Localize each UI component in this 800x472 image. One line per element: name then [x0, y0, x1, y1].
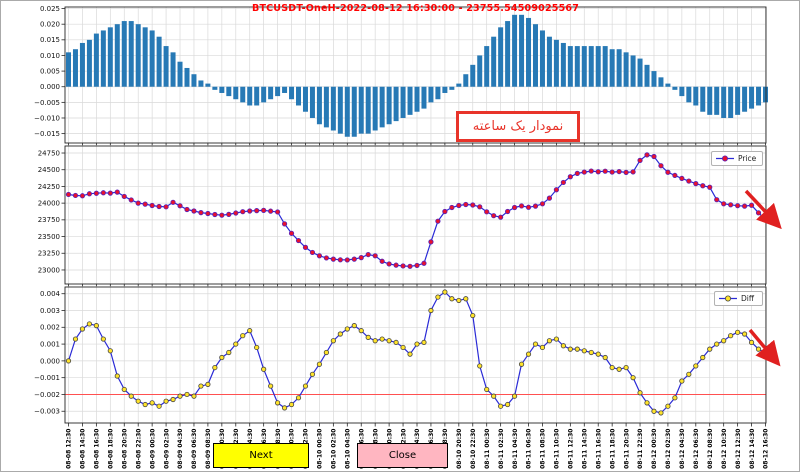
svg-text:08-11 02:30: 08-11 02:30 [498, 428, 505, 468]
svg-text:08-12 06:30: 08-12 06:30 [693, 429, 700, 469]
svg-text:08-08 18:30: 08-08 18:30 [108, 429, 115, 469]
svg-text:0.015: 0.015 [40, 36, 60, 44]
price-legend-marker-icon [716, 155, 734, 162]
svg-text:08-11 00:30: 08-11 00:30 [484, 429, 491, 469]
svg-text:08-08 22:30: 08-08 22:30 [135, 429, 142, 469]
svg-text:08-11 10:30: 08-11 10:30 [554, 429, 561, 469]
svg-text:−0.001: −0.001 [34, 374, 60, 382]
diff-legend-label: Diff [741, 294, 755, 303]
svg-text:08-11 22:30: 08-11 22:30 [637, 429, 644, 469]
svg-text:−0.005: −0.005 [34, 99, 60, 107]
trend-arrows [744, 189, 782, 367]
svg-text:08-08 12:30: 08-08 12:30 [66, 429, 73, 469]
svg-text:08-12 08:30: 08-12 08:30 [707, 429, 714, 469]
svg-text:08-10 02:30: 08-10 02:30 [331, 429, 338, 469]
svg-text:08-12 12:30: 08-12 12:30 [735, 429, 742, 469]
svg-text:0.010: 0.010 [40, 52, 60, 60]
annotation-box: نمودار یک ساعته [456, 111, 580, 142]
svg-text:08-11 16:30: 08-11 16:30 [595, 429, 602, 469]
price-legend-label: Price [738, 154, 757, 163]
svg-text:08-11 20:30: 08-11 20:30 [623, 429, 630, 469]
svg-text:0.020: 0.020 [40, 21, 60, 29]
macd-histogram-chart: 0.025 0.020 0.015 0.010 0.005 0.000 −0.005 −0.0… [34, 5, 768, 146]
close-button[interactable]: Close [357, 443, 448, 468]
svg-text:24500: 24500 [38, 166, 60, 174]
svg-text:08-11 18:30: 08-11 18:30 [609, 429, 616, 469]
price-legend: Price [711, 151, 763, 166]
svg-text:08-12 02:30: 08-12 02:30 [665, 429, 672, 469]
svg-text:08-09 06:30: 08-09 06:30 [191, 429, 198, 469]
svg-text:08-11 12:30: 08-11 12:30 [568, 429, 575, 469]
svg-text:08-12 00:30: 08-12 00:30 [651, 429, 658, 469]
diff-legend: Diff [714, 291, 763, 306]
svg-text:23000: 23000 [38, 266, 60, 274]
svg-text:−0.002: −0.002 [34, 391, 60, 399]
svg-text:0.001: 0.001 [40, 340, 60, 348]
svg-text:08-12 16:30: 08-12 16:30 [763, 429, 770, 469]
diff-chart: 0.004 0.003 0.002 0.001 0.000 −0.001 −0.002 −0.… [34, 286, 770, 469]
svg-text:0.005: 0.005 [40, 67, 60, 75]
svg-text:0.002: 0.002 [40, 324, 60, 332]
svg-text:23500: 23500 [38, 233, 60, 241]
svg-text:08-08 20:30: 08-08 20:30 [121, 429, 128, 469]
svg-text:0.000: 0.000 [40, 83, 60, 91]
next-button[interactable]: Next [213, 443, 309, 468]
diff-down-arrow-icon [748, 328, 781, 367]
svg-text:08-12 10:30: 08-12 10:30 [721, 429, 728, 469]
svg-text:24000: 24000 [38, 200, 60, 208]
svg-text:08-10 04:30: 08-10 04:30 [345, 429, 352, 469]
svg-text:08-09 02:30: 08-09 02:30 [163, 429, 170, 469]
svg-text:24750: 24750 [38, 149, 60, 157]
price-chart: 24750 24500 24250 24000 23750 23500 23250 23000 [38, 145, 769, 287]
svg-text:0.000: 0.000 [40, 357, 60, 365]
svg-text:08-09 00:30: 08-09 00:30 [149, 429, 156, 469]
svg-text:08-08 14:30: 08-08 14:30 [80, 429, 87, 469]
svg-text:23750: 23750 [38, 216, 60, 224]
svg-text:0.025: 0.025 [40, 5, 60, 13]
price-down-arrow-icon [744, 189, 782, 230]
figure-title: BTCUSDT-OneH-2022-08-12 16:30:00 - 23755… [252, 3, 579, 14]
svg-text:0.003: 0.003 [40, 307, 60, 315]
svg-text:08-11 06:30: 08-11 06:30 [526, 429, 533, 469]
svg-text:08-12 14:30: 08-12 14:30 [749, 429, 756, 469]
svg-text:08-11 08:30: 08-11 08:30 [540, 429, 547, 469]
svg-text:08-08 16:30: 08-08 16:30 [94, 429, 101, 469]
svg-text:08-11 14:30: 08-11 14:30 [581, 429, 588, 469]
svg-text:08-10 00:30: 08-10 00:30 [317, 429, 324, 469]
svg-text:08-10 22:30: 08-10 22:30 [470, 428, 477, 468]
svg-text:08-12 04:30: 08-12 04:30 [679, 429, 686, 469]
svg-text:−0.003: −0.003 [34, 408, 60, 416]
diff-legend-marker-icon [719, 295, 737, 302]
svg-text:08-09 04:30: 08-09 04:30 [177, 429, 184, 469]
svg-text:23250: 23250 [38, 250, 60, 258]
svg-text:0.004: 0.004 [40, 290, 61, 298]
annotation-text: نمودار یک ساعته [472, 119, 564, 134]
svg-text:−0.015: −0.015 [34, 130, 60, 138]
svg-text:08-09 08:30: 08-09 08:30 [205, 429, 212, 469]
svg-text:08-11 04:30: 08-11 04:30 [512, 429, 519, 469]
svg-text:08-10 20:30: 08-10 20:30 [456, 429, 463, 469]
svg-text:−0.010: −0.010 [34, 114, 60, 122]
svg-text:24250: 24250 [38, 183, 60, 191]
